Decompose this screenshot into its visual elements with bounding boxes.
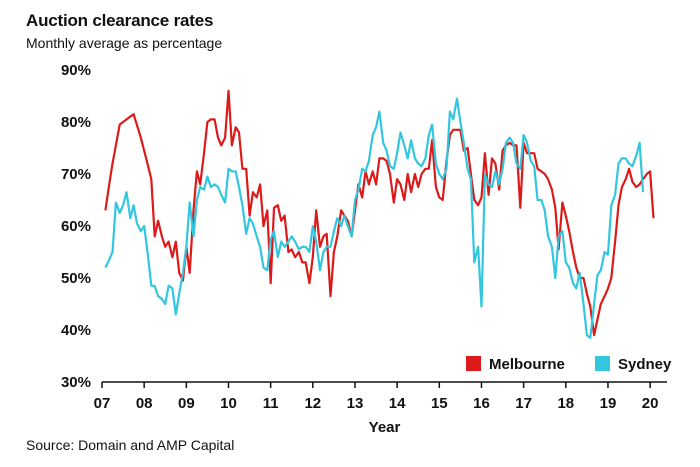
legend-swatch-sydney xyxy=(595,356,610,371)
chart-title: Auction clearance rates xyxy=(26,11,214,30)
x-tick-label: 11 xyxy=(263,395,279,412)
y-tick-label: 90% xyxy=(61,62,91,79)
x-tick-label: 18 xyxy=(557,395,574,412)
series-lines xyxy=(104,89,655,339)
legend: Melbourne Sydney xyxy=(466,356,672,373)
source-note: Source: Domain and AMP Capital xyxy=(26,437,235,453)
legend-label-melbourne: Melbourne xyxy=(489,356,565,373)
x-tick-label: 08 xyxy=(136,395,153,412)
x-tick-label: 16 xyxy=(473,395,490,412)
x-tick-label: 15 xyxy=(431,395,448,412)
x-tick-label: 20 xyxy=(642,395,659,412)
series-line-sydney xyxy=(104,97,645,339)
x-tick-label: 12 xyxy=(304,395,321,412)
x-tick-label: 17 xyxy=(515,395,532,412)
x-tick-label: 14 xyxy=(389,395,406,412)
x-axis-ticks: 07 08 09 10 11 12 13 14 15 16 17 18 19 20 xyxy=(94,382,659,412)
y-tick-label: 60% xyxy=(61,218,91,235)
x-tick-label: 19 xyxy=(600,395,617,412)
legend-swatch-melbourne xyxy=(466,356,481,371)
x-axis-label: Year xyxy=(369,419,401,436)
x-tick-label: 07 xyxy=(94,395,111,412)
legend-label-sydney: Sydney xyxy=(618,356,672,373)
y-tick-label: 50% xyxy=(61,270,91,287)
chart-subtitle: Monthly average as percentage xyxy=(26,35,223,51)
series-line-melbourne xyxy=(104,89,655,337)
y-tick-label: 70% xyxy=(61,166,91,183)
y-tick-label: 40% xyxy=(61,322,91,339)
y-tick-label: 80% xyxy=(61,114,91,131)
x-tick-label: 13 xyxy=(347,395,364,412)
x-tick-label: 09 xyxy=(178,395,195,412)
y-tick-label: 30% xyxy=(61,374,91,391)
y-axis-ticks: 30% 40% 50% 60% 70% 80% 90% xyxy=(61,62,91,391)
x-tick-label: 10 xyxy=(220,395,237,412)
